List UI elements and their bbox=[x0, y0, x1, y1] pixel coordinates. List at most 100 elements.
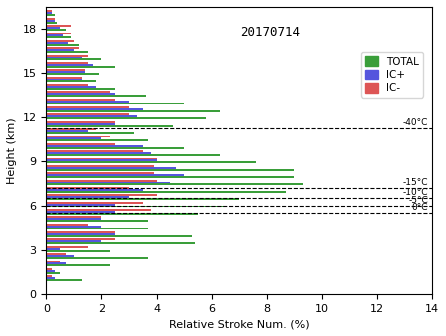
Bar bbox=[46, 167, 176, 169]
Bar bbox=[46, 145, 143, 147]
Bar bbox=[46, 277, 54, 279]
Bar bbox=[46, 213, 198, 215]
Bar bbox=[46, 42, 68, 44]
Bar bbox=[46, 121, 115, 123]
Bar bbox=[46, 101, 129, 102]
Bar bbox=[46, 44, 79, 46]
Bar bbox=[46, 216, 101, 218]
Bar bbox=[46, 257, 148, 259]
Bar bbox=[46, 77, 82, 79]
Bar bbox=[46, 51, 88, 53]
Bar bbox=[46, 272, 60, 274]
Bar bbox=[46, 233, 115, 235]
Y-axis label: Height (km): Height (km) bbox=[7, 117, 17, 184]
Text: 0°C: 0°C bbox=[411, 203, 428, 212]
Bar bbox=[46, 115, 137, 117]
Bar bbox=[46, 253, 66, 255]
Bar bbox=[46, 270, 54, 272]
Bar bbox=[46, 20, 54, 22]
Bar bbox=[46, 262, 66, 264]
Bar bbox=[46, 204, 115, 206]
Bar bbox=[46, 220, 148, 222]
Bar bbox=[46, 202, 143, 204]
Bar bbox=[46, 108, 143, 110]
Bar bbox=[46, 73, 99, 75]
Bar bbox=[46, 224, 88, 226]
Bar bbox=[46, 91, 110, 93]
Bar bbox=[46, 240, 101, 242]
Bar bbox=[46, 143, 115, 145]
Bar bbox=[46, 194, 157, 196]
Bar bbox=[46, 102, 184, 104]
Bar bbox=[46, 35, 63, 36]
Bar bbox=[46, 125, 173, 127]
Bar bbox=[46, 49, 74, 51]
Bar bbox=[46, 14, 54, 16]
Bar bbox=[46, 226, 101, 227]
Text: -15°C: -15°C bbox=[402, 178, 428, 187]
Bar bbox=[46, 250, 110, 252]
Bar bbox=[46, 255, 74, 257]
Bar bbox=[46, 135, 110, 137]
Bar bbox=[46, 161, 256, 163]
Bar bbox=[46, 47, 79, 49]
Bar bbox=[46, 36, 71, 38]
Bar bbox=[46, 62, 88, 64]
Bar bbox=[46, 18, 54, 20]
Bar bbox=[46, 139, 148, 141]
Bar bbox=[46, 227, 148, 229]
Bar bbox=[46, 196, 129, 198]
Bar bbox=[46, 79, 82, 81]
Bar bbox=[46, 189, 143, 191]
Bar bbox=[46, 40, 74, 42]
Bar bbox=[46, 123, 115, 125]
Bar bbox=[46, 169, 294, 171]
Bar bbox=[46, 110, 220, 112]
Bar bbox=[46, 242, 195, 244]
Bar bbox=[46, 268, 52, 270]
Text: -10°C: -10°C bbox=[402, 188, 428, 198]
Bar bbox=[46, 25, 71, 27]
Bar bbox=[46, 66, 115, 68]
Bar bbox=[46, 64, 93, 66]
Bar bbox=[46, 211, 115, 213]
Bar bbox=[46, 174, 184, 176]
Bar bbox=[46, 95, 145, 97]
Bar bbox=[46, 235, 192, 237]
Bar bbox=[46, 114, 129, 115]
Bar bbox=[46, 275, 52, 277]
Bar bbox=[46, 180, 157, 181]
Bar bbox=[46, 69, 85, 71]
Text: -5°C: -5°C bbox=[408, 196, 428, 205]
Bar bbox=[46, 154, 220, 156]
Bar bbox=[46, 147, 184, 149]
Bar bbox=[46, 150, 143, 152]
Bar bbox=[46, 231, 115, 233]
Bar bbox=[46, 137, 101, 139]
Bar bbox=[46, 279, 82, 281]
Bar bbox=[46, 176, 294, 178]
Bar bbox=[46, 172, 154, 174]
Bar bbox=[46, 132, 135, 134]
Bar bbox=[46, 128, 96, 130]
Bar bbox=[46, 88, 115, 90]
Bar bbox=[46, 58, 101, 60]
Bar bbox=[46, 181, 170, 183]
Bar bbox=[46, 130, 88, 132]
Text: 20170714: 20170714 bbox=[240, 26, 300, 39]
Bar bbox=[46, 260, 60, 262]
Bar bbox=[46, 55, 88, 56]
Bar bbox=[46, 12, 52, 14]
Bar bbox=[46, 183, 302, 185]
Bar bbox=[46, 84, 88, 86]
Bar bbox=[46, 165, 154, 167]
Bar bbox=[46, 86, 96, 88]
Bar bbox=[46, 10, 52, 12]
Bar bbox=[46, 158, 157, 160]
Bar bbox=[46, 191, 286, 193]
Bar bbox=[46, 27, 60, 29]
Bar bbox=[46, 248, 60, 250]
Bar bbox=[46, 198, 239, 200]
Bar bbox=[46, 218, 101, 220]
Bar bbox=[46, 56, 82, 58]
